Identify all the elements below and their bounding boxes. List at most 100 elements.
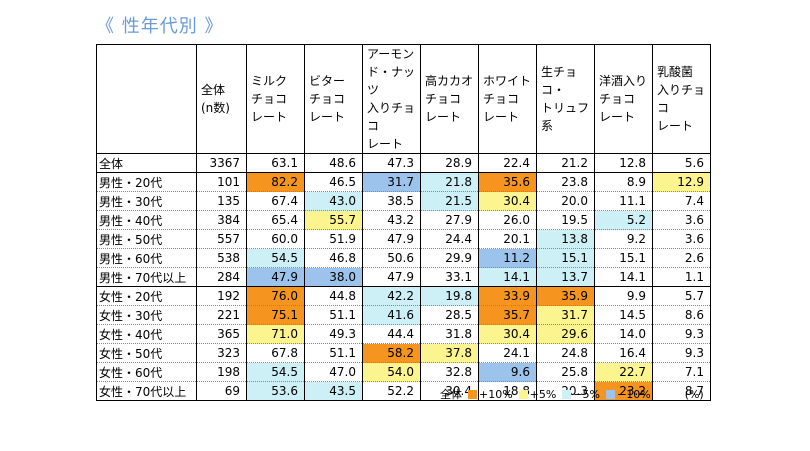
value-cell: 51.1	[304, 343, 363, 363]
value-cell: 35.7	[478, 305, 537, 325]
table-row: 女性・60代 198 54.5 47.0 54.0 32.8 9.6 25.8 22.7 7.1	[96, 362, 711, 382]
value-cell: 8.9	[594, 172, 653, 192]
column-header: アーモン ド・ナッツ 入りチョコ レート	[362, 44, 421, 154]
row-label: 男性・60代	[96, 248, 197, 268]
value-cell: 22.7	[594, 362, 653, 382]
legend: 全体 +10% +5% −5% −10% (%)	[440, 386, 704, 402]
value-cell: 13.8	[536, 229, 595, 249]
table-row: 女性・30代 221 75.1 51.1 41.6 28.5 35.7 31.7 14.5 8.6	[96, 305, 711, 325]
value-cell: 31.7	[536, 305, 595, 325]
n-count-cell: 221	[196, 305, 247, 325]
legend-label: −5%	[573, 387, 601, 401]
header-corner	[96, 44, 197, 154]
value-cell: 42.2	[362, 286, 421, 306]
value-cell: 7.4	[652, 191, 711, 211]
value-cell: 7.1	[652, 362, 711, 382]
row-label: 女性・20代	[96, 286, 197, 306]
value-cell: 33.9	[478, 286, 537, 306]
n-count-cell: 69	[196, 381, 247, 401]
table-row: 男性・70代以上 284 47.9 38.0 47.9 33.1 14.1 13.7 14.1 1…	[96, 267, 711, 287]
value-cell: 12.9	[652, 172, 711, 192]
value-cell: 82.2	[246, 172, 305, 192]
value-cell: 11.2	[478, 248, 537, 268]
row-label: 女性・40代	[96, 324, 197, 344]
value-cell: 14.1	[478, 267, 537, 287]
value-cell: 51.1	[304, 305, 363, 325]
table-row: 男性・50代 557 60.0 51.9 47.9 24.4 20.1 13.8 9.2 3.6	[96, 229, 711, 249]
value-cell: 35.9	[536, 286, 595, 306]
value-cell: 9.6	[478, 362, 537, 382]
value-cell: 9.2	[594, 229, 653, 249]
table-row: 女性・20代 192 76.0 44.8 42.2 19.8 33.9 35.9 9.9 5.7	[96, 286, 711, 306]
value-cell: 54.5	[246, 248, 305, 268]
value-cell: 9.3	[652, 324, 711, 344]
row-label: 男性・70代以上	[96, 267, 197, 287]
value-cell: 9.9	[594, 286, 653, 306]
value-cell: 15.1	[594, 248, 653, 268]
column-header: 乳酸菌 入りチョコ レート	[652, 44, 711, 154]
value-cell: 44.8	[304, 286, 363, 306]
chart-title: 《 性年代別 》	[96, 16, 224, 37]
value-cell: 32.8	[420, 362, 479, 382]
value-cell: 31.8	[420, 324, 479, 344]
n-count-cell: 101	[196, 172, 247, 192]
column-header: 全体 (n数)	[196, 44, 247, 154]
value-cell: 2.6	[652, 248, 711, 268]
value-cell: 14.1	[594, 267, 653, 287]
value-cell: 38.5	[362, 191, 421, 211]
crosstab-table: 全体 (n数) ミルク チョコ レート ビター チョコ レート アーモン ド・ナッツ …	[96, 44, 711, 401]
value-cell: 26.0	[478, 210, 537, 230]
value-cell: 33.1	[420, 267, 479, 287]
value-cell: 55.7	[304, 210, 363, 230]
value-cell: 21.2	[536, 153, 595, 173]
value-cell: 29.6	[536, 324, 595, 344]
value-cell: 25.8	[536, 362, 595, 382]
value-cell: 20.1	[478, 229, 537, 249]
row-label: 男性・20代	[96, 172, 197, 192]
legend-swatch	[518, 389, 528, 399]
value-cell: 19.5	[536, 210, 595, 230]
value-cell: 9.3	[652, 343, 711, 363]
table-row: 男性・60代 538 54.5 46.8 50.6 29.9 11.2 15.1 15.1 2.6	[96, 248, 711, 268]
legend-label: −10%	[617, 387, 651, 401]
column-header: ホワイト チョコ レート	[478, 44, 537, 154]
value-cell: 37.8	[420, 343, 479, 363]
table-row: 男性・20代 101 82.2 46.5 31.7 21.8 35.6 23.8 8.9 12.9	[96, 172, 711, 192]
legend-swatch	[606, 389, 616, 399]
value-cell: 16.4	[594, 343, 653, 363]
table-row: 男性・40代 384 65.4 55.7 43.2 27.9 26.0 19.5 5.2 3.6	[96, 210, 711, 230]
column-header: 生チョコ・ トリュフ系	[536, 44, 595, 154]
value-cell: 5.2	[594, 210, 653, 230]
table-row: 男性・30代 135 67.4 43.0 38.5 21.5 30.4 20.0 11.1 7.4	[96, 191, 711, 211]
value-cell: 21.5	[420, 191, 479, 211]
column-header: 高カカオ チョコ レート	[420, 44, 479, 154]
value-cell: 54.5	[246, 362, 305, 382]
value-cell: 13.7	[536, 267, 595, 287]
table-row: 女性・50代 323 67.8 51.1 58.2 37.8 24.1 24.8 16.4 9.3	[96, 343, 711, 363]
value-cell: 51.9	[304, 229, 363, 249]
value-cell: 58.2	[362, 343, 421, 363]
value-cell: 31.7	[362, 172, 421, 192]
value-cell: 24.4	[420, 229, 479, 249]
value-cell: 75.1	[246, 305, 305, 325]
column-header: 洋酒入り チョコ レート	[594, 44, 653, 154]
row-label: 女性・30代	[96, 305, 197, 325]
value-cell: 14.0	[594, 324, 653, 344]
n-count-cell: 365	[196, 324, 247, 344]
column-header: ビター チョコ レート	[304, 44, 363, 154]
table-row: 全体 3367 63.1 48.6 47.3 28.9 22.4 21.2 12.8 5.6	[96, 153, 711, 173]
value-cell: 11.1	[594, 191, 653, 211]
value-cell: 48.6	[304, 153, 363, 173]
n-count-cell: 192	[196, 286, 247, 306]
value-cell: 60.0	[246, 229, 305, 249]
value-cell: 1.1	[652, 267, 711, 287]
value-cell: 5.7	[652, 286, 711, 306]
value-cell: 27.9	[420, 210, 479, 230]
row-label: 女性・60代	[96, 362, 197, 382]
value-cell: 54.0	[362, 362, 421, 382]
value-cell: 30.4	[478, 191, 537, 211]
value-cell: 67.8	[246, 343, 305, 363]
value-cell: 8.6	[652, 305, 711, 325]
value-cell: 24.8	[536, 343, 595, 363]
value-cell: 28.9	[420, 153, 479, 173]
